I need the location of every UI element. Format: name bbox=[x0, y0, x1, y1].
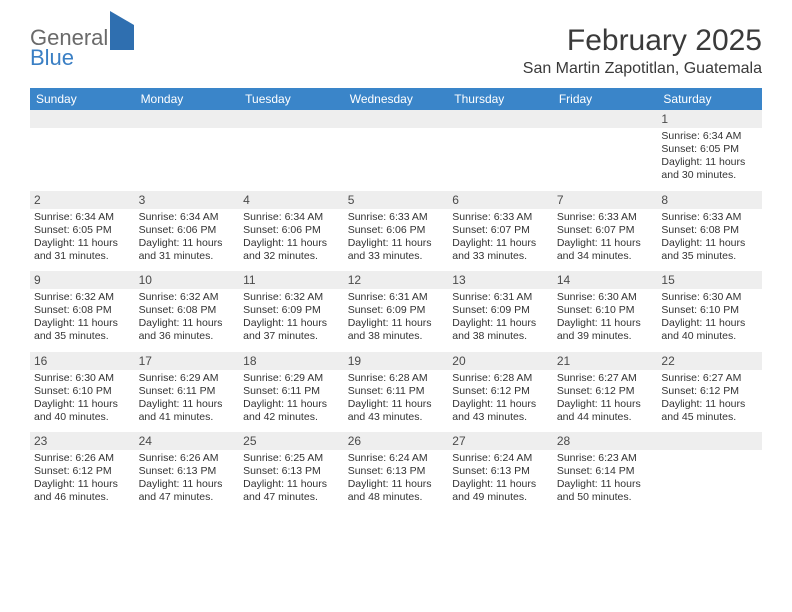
daynum-row: 232425262728 bbox=[30, 432, 762, 450]
day-content: Sunrise: 6:24 AM Sunset: 6:13 PM Dayligh… bbox=[344, 450, 449, 513]
logo-text: General Blue bbox=[30, 28, 134, 68]
day-number: 6 bbox=[448, 191, 553, 209]
title-block: February 2025 San Martin Zapotitlan, Gua… bbox=[523, 24, 762, 78]
day-number: 24 bbox=[135, 432, 240, 450]
day-number bbox=[239, 110, 344, 128]
content-row: Sunrise: 6:32 AM Sunset: 6:08 PM Dayligh… bbox=[30, 289, 762, 352]
header: General Blue February 2025 San Martin Za… bbox=[30, 24, 762, 78]
day-content: Sunrise: 6:33 AM Sunset: 6:07 PM Dayligh… bbox=[553, 209, 658, 272]
day-content bbox=[239, 128, 344, 191]
dow-saturday: Saturday bbox=[657, 88, 762, 110]
content-row: Sunrise: 6:34 AM Sunset: 6:05 PM Dayligh… bbox=[30, 128, 762, 191]
dow-monday: Monday bbox=[135, 88, 240, 110]
day-number: 4 bbox=[239, 191, 344, 209]
day-number bbox=[657, 432, 762, 450]
day-content: Sunrise: 6:30 AM Sunset: 6:10 PM Dayligh… bbox=[657, 289, 762, 352]
month-title: February 2025 bbox=[523, 24, 762, 58]
day-number bbox=[344, 110, 449, 128]
day-number: 16 bbox=[30, 352, 135, 370]
day-number: 25 bbox=[239, 432, 344, 450]
day-content: Sunrise: 6:32 AM Sunset: 6:08 PM Dayligh… bbox=[30, 289, 135, 352]
day-content: Sunrise: 6:34 AM Sunset: 6:05 PM Dayligh… bbox=[657, 128, 762, 191]
day-content: Sunrise: 6:32 AM Sunset: 6:09 PM Dayligh… bbox=[239, 289, 344, 352]
day-number bbox=[448, 110, 553, 128]
day-content: Sunrise: 6:34 AM Sunset: 6:05 PM Dayligh… bbox=[30, 209, 135, 272]
day-content bbox=[553, 128, 658, 191]
logo: General Blue bbox=[30, 28, 134, 68]
day-content: Sunrise: 6:24 AM Sunset: 6:13 PM Dayligh… bbox=[448, 450, 553, 513]
day-number: 1 bbox=[657, 110, 762, 128]
day-content: Sunrise: 6:27 AM Sunset: 6:12 PM Dayligh… bbox=[553, 370, 658, 433]
day-content: Sunrise: 6:29 AM Sunset: 6:11 PM Dayligh… bbox=[135, 370, 240, 433]
daynum-row: 9101112131415 bbox=[30, 271, 762, 289]
day-number bbox=[553, 110, 658, 128]
location: San Martin Zapotitlan, Guatemala bbox=[523, 60, 762, 78]
day-number: 19 bbox=[344, 352, 449, 370]
dow-wednesday: Wednesday bbox=[344, 88, 449, 110]
dow-thursday: Thursday bbox=[448, 88, 553, 110]
day-number: 9 bbox=[30, 271, 135, 289]
daynum-row: 1 bbox=[30, 110, 762, 128]
day-content: Sunrise: 6:33 AM Sunset: 6:07 PM Dayligh… bbox=[448, 209, 553, 272]
day-content: Sunrise: 6:28 AM Sunset: 6:12 PM Dayligh… bbox=[448, 370, 553, 433]
day-content bbox=[448, 128, 553, 191]
dow-friday: Friday bbox=[553, 88, 658, 110]
day-number bbox=[30, 110, 135, 128]
day-number bbox=[135, 110, 240, 128]
day-content: Sunrise: 6:31 AM Sunset: 6:09 PM Dayligh… bbox=[344, 289, 449, 352]
day-content bbox=[30, 128, 135, 191]
day-content: Sunrise: 6:29 AM Sunset: 6:11 PM Dayligh… bbox=[239, 370, 344, 433]
day-number: 11 bbox=[239, 271, 344, 289]
content-row: Sunrise: 6:30 AM Sunset: 6:10 PM Dayligh… bbox=[30, 370, 762, 433]
day-number: 2 bbox=[30, 191, 135, 209]
day-number: 18 bbox=[239, 352, 344, 370]
day-content: Sunrise: 6:23 AM Sunset: 6:14 PM Dayligh… bbox=[553, 450, 658, 513]
day-number: 5 bbox=[344, 191, 449, 209]
day-content: Sunrise: 6:30 AM Sunset: 6:10 PM Dayligh… bbox=[553, 289, 658, 352]
day-number: 23 bbox=[30, 432, 135, 450]
calendar-page: General Blue February 2025 San Martin Za… bbox=[0, 0, 792, 523]
day-content bbox=[657, 450, 762, 513]
day-number: 3 bbox=[135, 191, 240, 209]
day-number: 12 bbox=[344, 271, 449, 289]
weeks-container: 1Sunrise: 6:34 AM Sunset: 6:05 PM Daylig… bbox=[30, 110, 762, 513]
dow-tuesday: Tuesday bbox=[239, 88, 344, 110]
day-number: 22 bbox=[657, 352, 762, 370]
day-content: Sunrise: 6:26 AM Sunset: 6:12 PM Dayligh… bbox=[30, 450, 135, 513]
day-content: Sunrise: 6:31 AM Sunset: 6:09 PM Dayligh… bbox=[448, 289, 553, 352]
content-row: Sunrise: 6:26 AM Sunset: 6:12 PM Dayligh… bbox=[30, 450, 762, 513]
day-content: Sunrise: 6:34 AM Sunset: 6:06 PM Dayligh… bbox=[135, 209, 240, 272]
calendar: Sunday Monday Tuesday Wednesday Thursday… bbox=[30, 88, 762, 513]
day-number: 10 bbox=[135, 271, 240, 289]
day-content: Sunrise: 6:32 AM Sunset: 6:08 PM Dayligh… bbox=[135, 289, 240, 352]
day-content bbox=[135, 128, 240, 191]
logo-word2: Blue bbox=[30, 45, 74, 70]
day-number: 17 bbox=[135, 352, 240, 370]
content-row: Sunrise: 6:34 AM Sunset: 6:05 PM Dayligh… bbox=[30, 209, 762, 272]
day-number: 14 bbox=[553, 271, 658, 289]
day-number: 27 bbox=[448, 432, 553, 450]
logo-triangle-icon bbox=[110, 11, 134, 50]
day-content: Sunrise: 6:33 AM Sunset: 6:08 PM Dayligh… bbox=[657, 209, 762, 272]
day-number: 28 bbox=[553, 432, 658, 450]
day-content bbox=[344, 128, 449, 191]
day-content: Sunrise: 6:25 AM Sunset: 6:13 PM Dayligh… bbox=[239, 450, 344, 513]
day-number: 8 bbox=[657, 191, 762, 209]
day-number: 15 bbox=[657, 271, 762, 289]
daynum-row: 16171819202122 bbox=[30, 352, 762, 370]
daynum-row: 2345678 bbox=[30, 191, 762, 209]
day-number: 7 bbox=[553, 191, 658, 209]
day-number: 26 bbox=[344, 432, 449, 450]
day-content: Sunrise: 6:34 AM Sunset: 6:06 PM Dayligh… bbox=[239, 209, 344, 272]
day-content: Sunrise: 6:30 AM Sunset: 6:10 PM Dayligh… bbox=[30, 370, 135, 433]
day-content: Sunrise: 6:27 AM Sunset: 6:12 PM Dayligh… bbox=[657, 370, 762, 433]
day-content: Sunrise: 6:33 AM Sunset: 6:06 PM Dayligh… bbox=[344, 209, 449, 272]
day-content: Sunrise: 6:28 AM Sunset: 6:11 PM Dayligh… bbox=[344, 370, 449, 433]
dow-sunday: Sunday bbox=[30, 88, 135, 110]
day-content: Sunrise: 6:26 AM Sunset: 6:13 PM Dayligh… bbox=[135, 450, 240, 513]
day-number: 20 bbox=[448, 352, 553, 370]
day-number: 21 bbox=[553, 352, 658, 370]
dow-row: Sunday Monday Tuesday Wednesday Thursday… bbox=[30, 88, 762, 110]
day-number: 13 bbox=[448, 271, 553, 289]
